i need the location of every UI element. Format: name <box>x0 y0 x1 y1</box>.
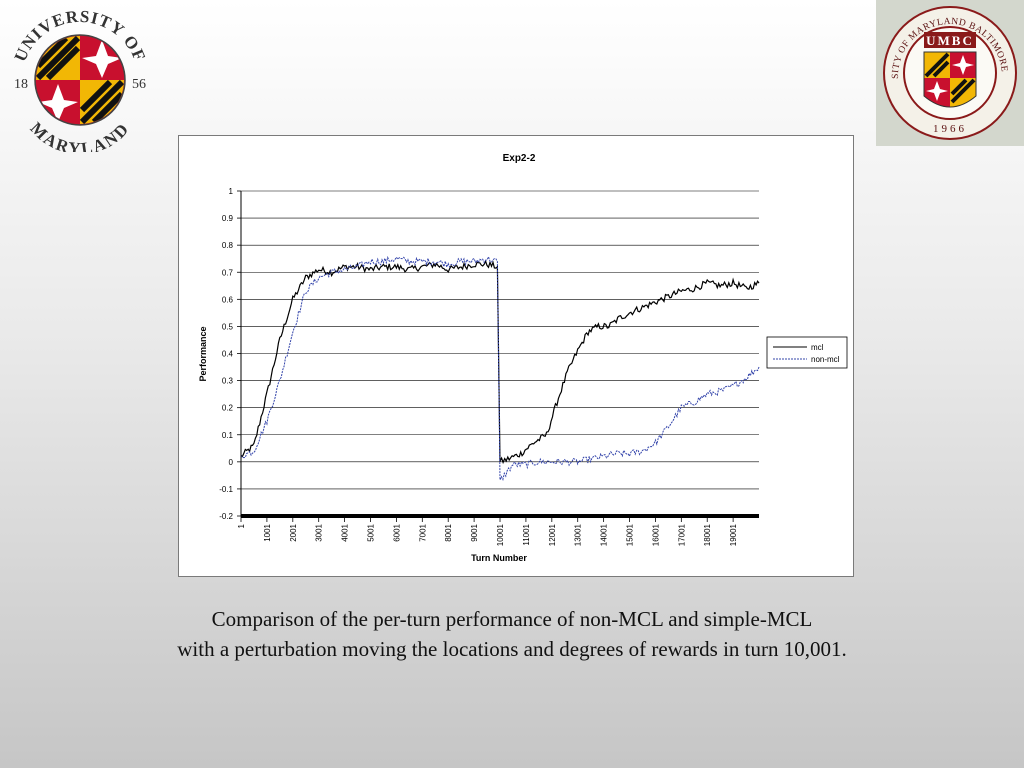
x-tick-label: 10001 <box>496 523 505 546</box>
umd-logo-year-right: 56 <box>132 77 146 92</box>
y-tick-label: -0.2 <box>219 512 233 521</box>
x-tick-label: 18001 <box>703 523 712 546</box>
umbc-logo: UNIVERSITY OF MARYLAND BALTIMORE COUNTY … <box>872 0 1024 146</box>
x-tick-label: 19001 <box>729 523 738 546</box>
x-tick-label: 8001 <box>444 523 453 541</box>
performance-chart: Exp2-2 -0.2 -0.1 0 0.1 0.2 0.3 0.4 0.5 0.6 0.7 0.8… <box>198 153 848 563</box>
x-tick-label: 1 <box>237 523 246 528</box>
y-tick-label: 0 <box>229 458 234 467</box>
x-tick-label: 1001 <box>263 523 272 541</box>
x-tick-label: 4001 <box>341 523 350 541</box>
legend-label: non-mcl <box>811 355 840 364</box>
y-tick-label: 0.7 <box>222 268 234 277</box>
y-axis-label: Performance <box>198 326 208 381</box>
caption-line-1: Comparison of the per-turn performance o… <box>211 607 813 631</box>
y-tick-label: 0.5 <box>222 322 234 331</box>
y-tick-label: 0.1 <box>222 431 234 440</box>
x-axis-label: Turn Number <box>471 553 527 563</box>
x-tick-label: 13001 <box>574 523 583 546</box>
x-tick-label: 2001 <box>289 523 298 541</box>
slide-caption: Comparison of the per-turn performance o… <box>0 604 1024 664</box>
umbc-logo-year: 1966 <box>933 123 967 135</box>
y-tick-label: 0.2 <box>222 404 234 413</box>
x-tick-label: 17001 <box>677 523 686 546</box>
x-tick-label: 7001 <box>418 523 427 541</box>
x-tick-label: 14001 <box>600 523 609 546</box>
x-tick-label: 15001 <box>626 523 635 546</box>
x-tick-label: 3001 <box>315 523 324 541</box>
x-axis-baseline <box>241 514 759 518</box>
series-line-non-mcl <box>240 255 760 482</box>
series-line-mcl <box>240 259 760 465</box>
legend-box <box>766 336 848 369</box>
university-of-maryland-logo: UNIVERSITY OF MARYLAND 18 56 <box>4 4 156 159</box>
x-tick-label: 5001 <box>367 523 376 541</box>
chart-frame: Exp2-2 -0.2 -0.1 0 0.1 0.2 0.3 0.4 0.5 0.6 0.7 0.8… <box>178 135 854 577</box>
y-tick-label: 0.3 <box>222 377 234 386</box>
y-tick-label: 0.9 <box>222 214 234 223</box>
x-tick-label: 6001 <box>392 523 401 541</box>
y-tick-label: 0.8 <box>222 241 234 250</box>
caption-line-2: with a perturbation moving the locations… <box>177 637 847 661</box>
umbc-logo-acronym: UMBC <box>926 33 974 48</box>
x-tick-label: 11001 <box>522 523 531 545</box>
x-tick-labels: 1 1001 2001 3001 4001 5001 6001 7001 8001 9001 100… <box>237 516 738 546</box>
y-tick-label: 0.6 <box>222 295 234 304</box>
y-tick-label: -0.1 <box>219 485 233 494</box>
chart-title: Exp2-2 <box>503 153 536 164</box>
x-tick-label: 12001 <box>548 523 557 546</box>
y-tick-label: 1 <box>229 187 234 196</box>
legend: mcl non-mcl <box>766 336 848 369</box>
y-tick-label: 0.4 <box>222 350 234 359</box>
x-tick-label: 9001 <box>470 523 479 541</box>
legend-label: mcl <box>811 343 824 352</box>
series-lines <box>240 255 760 482</box>
x-tick-label: 16001 <box>651 523 660 546</box>
y-tick-labels: -0.2 -0.1 0 0.1 0.2 0.3 0.4 0.5 0.6 0.7 0.8 0.9 1 <box>219 187 241 521</box>
umd-logo-year-left: 18 <box>14 77 28 92</box>
